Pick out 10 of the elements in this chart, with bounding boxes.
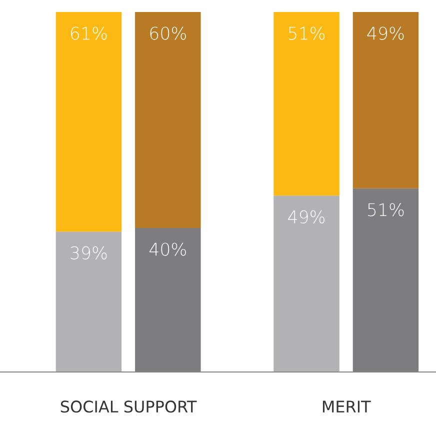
text: SOCIAL SUPPORT (60, 400, 197, 413)
data-label: 49% (288, 210, 325, 224)
data-label: 51% (368, 203, 404, 216)
data-label: 60% (150, 26, 186, 40)
data-label: 40% (149, 242, 186, 256)
data-label: 61% (71, 26, 107, 40)
data-label: 49% (367, 26, 404, 40)
data-label: 39% (70, 246, 107, 260)
text: MERIT (322, 400, 371, 412)
data-label: 51% (288, 26, 325, 40)
